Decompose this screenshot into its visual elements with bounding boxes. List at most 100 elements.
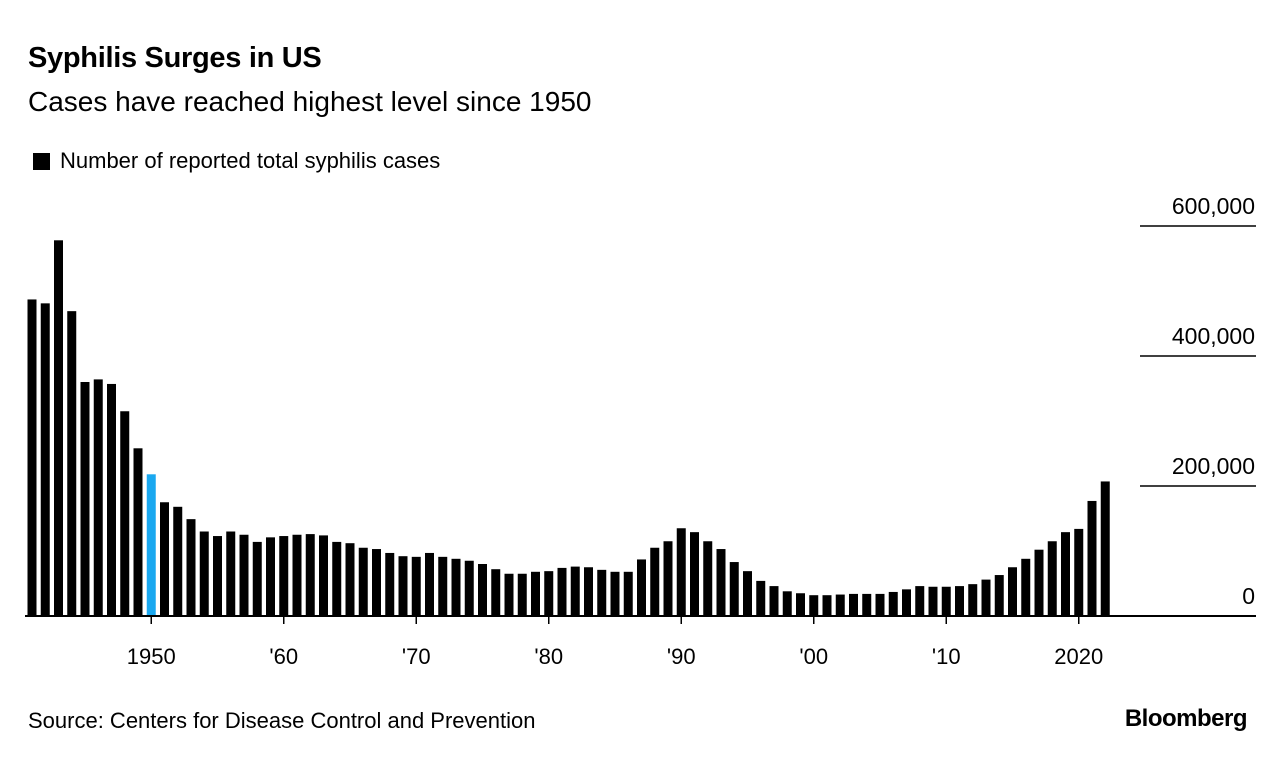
bar-2021 (1087, 500, 1097, 616)
bar-1987 (637, 559, 646, 616)
bar-1997 (769, 586, 779, 616)
x-tick-label: '70 (402, 644, 431, 669)
bar-1974 (464, 560, 474, 616)
y-tick-label: 600,000 (1172, 193, 1255, 219)
bar-1946 (93, 379, 103, 616)
legend: Number of reported total syphilis cases (33, 148, 440, 174)
bar-2011 (955, 586, 964, 616)
bar-2013 (981, 579, 991, 616)
legend-label: Number of reported total syphilis cases (60, 148, 441, 173)
bar-1994 (729, 562, 739, 616)
bar-1998 (782, 591, 792, 616)
bar-1988 (650, 547, 660, 616)
bar-1943 (54, 240, 63, 617)
bar-1962 (305, 534, 315, 616)
bar-1965 (345, 543, 355, 616)
bar-1964 (332, 541, 342, 616)
bar-1941 (27, 299, 37, 616)
bar-1961 (292, 534, 302, 616)
bar-1990 (676, 528, 686, 616)
bar-1995 (743, 571, 752, 616)
bar-2016 (1021, 558, 1031, 616)
bar-1958 (252, 541, 262, 616)
bar-2005 (875, 593, 885, 616)
bar-1983 (584, 567, 593, 616)
bar-1960 (279, 536, 289, 616)
bar-2010 (941, 586, 951, 616)
y-tick-label: 400,000 (1172, 323, 1255, 349)
bar-2008 (915, 586, 925, 616)
bar-1950 (146, 474, 156, 616)
bar-1972 (438, 556, 448, 616)
x-tick-label: '10 (932, 644, 961, 669)
bar-1975 (478, 564, 487, 616)
bar-2022 (1100, 481, 1110, 616)
bar-1992 (703, 541, 713, 616)
bar-1985 (610, 571, 620, 616)
bar-1973 (451, 558, 461, 616)
bar-1954 (199, 531, 209, 616)
bar-1976 (491, 569, 501, 616)
chart-subtitle: Cases have reached highest level since 1… (28, 86, 592, 117)
x-tick-label: 2020 (1054, 644, 1103, 669)
bar-2004 (862, 593, 872, 616)
x-tick-label: '80 (534, 644, 563, 669)
bar-2009 (928, 586, 938, 616)
bar-1991 (690, 532, 699, 616)
bar-2015 (1008, 567, 1017, 616)
bar-2007 (902, 589, 911, 616)
bar-1948 (120, 411, 130, 616)
bar-2019 (1061, 532, 1070, 616)
bar-2002 (835, 594, 845, 616)
bar-1944 (67, 311, 77, 616)
bar-1968 (385, 552, 395, 616)
bar-1986 (623, 571, 633, 616)
bar-2017 (1034, 549, 1044, 616)
bar-2020 (1074, 528, 1084, 616)
bar-1979 (531, 571, 540, 616)
bar-1951 (160, 502, 169, 616)
bar-1949 (133, 448, 143, 616)
bar-2014 (994, 575, 1004, 616)
x-tick-label: 1950 (127, 644, 176, 669)
bar-1970 (411, 556, 421, 616)
chart-title: Syphilis Surges in US (28, 42, 322, 74)
bar-2018 (1047, 541, 1057, 616)
bar-1978 (517, 573, 527, 616)
bar-1996 (756, 580, 766, 616)
bar-1955 (213, 536, 222, 616)
bar-1967 (372, 549, 381, 616)
x-tick-label: '90 (667, 644, 696, 669)
x-tick-label: '00 (799, 644, 828, 669)
bar-1942 (40, 303, 50, 616)
bar-2000 (809, 595, 819, 616)
bar-1959 (266, 537, 275, 616)
source-note: Source: Centers for Disease Control and … (28, 708, 536, 733)
bar-1981 (557, 567, 567, 616)
bar-1999 (796, 593, 805, 616)
bar-1963 (319, 535, 328, 616)
bar-1952 (173, 506, 183, 616)
bar-1989 (663, 541, 673, 616)
bar-2003 (849, 593, 858, 616)
bar-1947 (107, 383, 116, 616)
bar-1971 (425, 552, 434, 616)
bloomberg-logo: Bloomberg (1124, 705, 1248, 732)
bar-1957 (239, 534, 249, 616)
bar-1977 (504, 573, 514, 616)
y-tick-label: 0 (1242, 583, 1255, 609)
x-tick-label: '60 (269, 644, 298, 669)
y-tick-label: 200,000 (1172, 453, 1255, 479)
bar-1969 (398, 556, 408, 616)
bar-1953 (186, 519, 196, 616)
bar-1956 (226, 531, 236, 616)
bar-2006 (888, 591, 898, 616)
bar-1980 (544, 571, 554, 616)
bar-1945 (80, 382, 90, 616)
bar-1966 (358, 547, 368, 616)
bar-2001 (822, 595, 832, 616)
bar-1984 (597, 569, 607, 616)
legend-swatch (33, 152, 50, 170)
